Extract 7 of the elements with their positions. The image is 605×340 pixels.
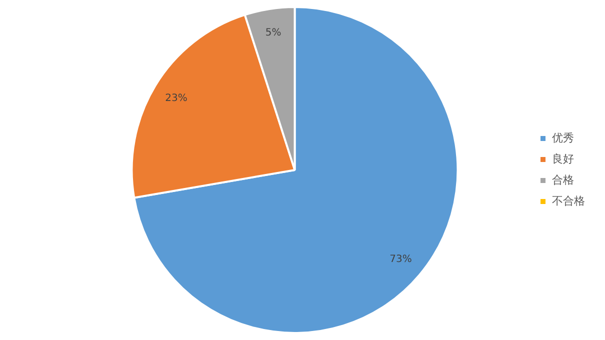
legend-label: 良好 <box>552 152 574 166</box>
legend-label: 优秀 <box>552 131 574 144</box>
data-label: 73% <box>390 254 412 265</box>
data-label: 5% <box>265 28 282 39</box>
legend-label: 不合格 <box>552 194 585 208</box>
data-label: 23% <box>165 92 188 104</box>
legend-label: 合格 <box>552 173 574 186</box>
